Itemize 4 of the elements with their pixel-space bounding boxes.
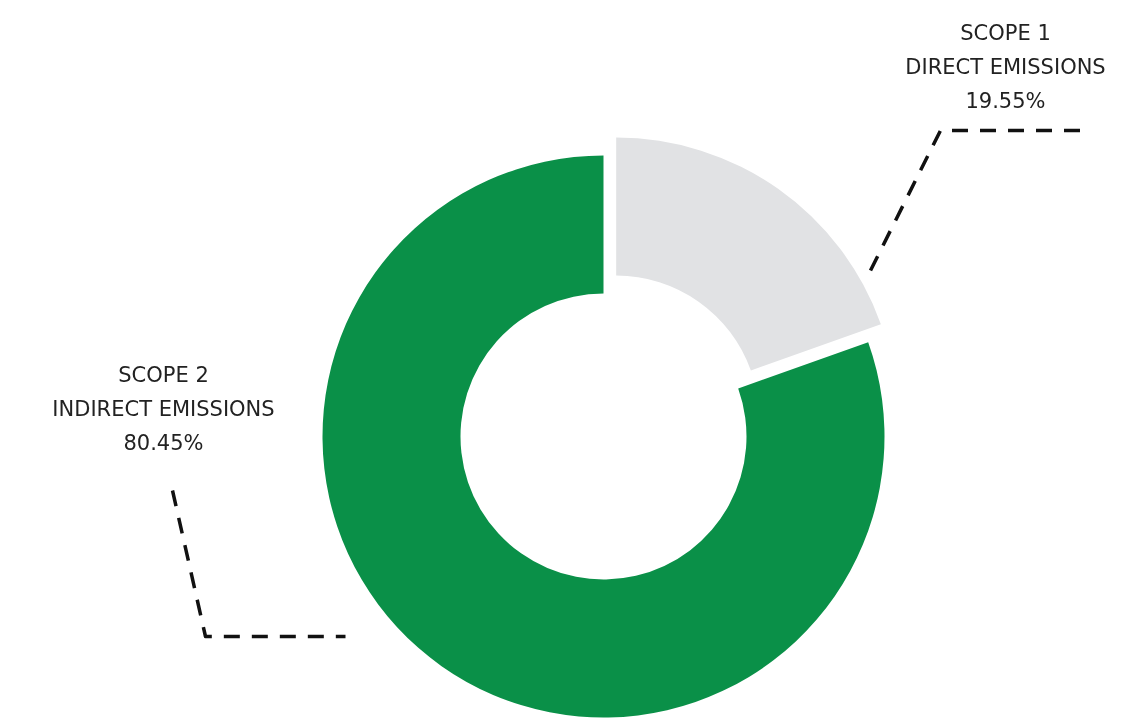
data-label: 19.55% <box>965 88 1046 113</box>
slice-label: SCOPE 2 INDIRECT EMISSIONS <box>52 362 275 421</box>
slice-label: SCOPE 1 DIRECT EMISSIONS <box>905 20 1106 79</box>
data-label: 80.45% <box>123 430 204 455</box>
